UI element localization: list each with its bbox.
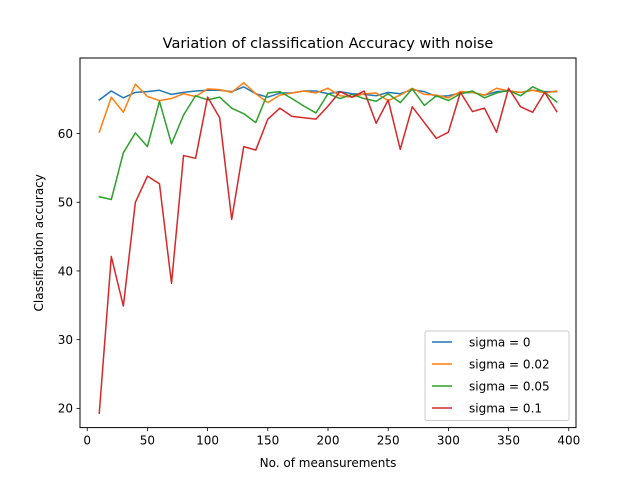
- x-tick-label: 100: [196, 434, 219, 448]
- x-tick-label: 150: [256, 434, 279, 448]
- x-tick-label: 0: [83, 434, 91, 448]
- series-line-3: [98, 87, 558, 414]
- legend-label-1: sigma = 0.02: [469, 357, 550, 371]
- legend-box: [424, 330, 570, 421]
- x-tick-label: 200: [317, 434, 340, 448]
- x-tick-label: 400: [557, 434, 580, 448]
- x-tick-label: 50: [140, 434, 155, 448]
- x-tick-label: 350: [497, 434, 520, 448]
- legend-label-2: sigma = 0.05: [469, 379, 550, 393]
- x-axis: 0 50 100 150 200 250 300 350 400: [83, 427, 580, 448]
- series-line-2: [98, 86, 558, 201]
- chart-title: Variation of classification Accuracy wit…: [163, 36, 494, 52]
- y-tick-label: 20: [58, 402, 73, 416]
- series-line-1: [98, 81, 558, 134]
- x-tick-label: 300: [437, 434, 460, 448]
- y-axis: 20 30 40 50 60: [58, 127, 80, 416]
- x-tick-label: 250: [377, 434, 400, 448]
- legend-label-3: sigma = 0.1: [469, 401, 542, 415]
- legend: sigma = 0 sigma = 0.02 sigma = 0.05 sigma =…: [424, 330, 570, 421]
- x-axis-title: No. of meansurements: [260, 456, 397, 470]
- legend-label-0: sigma = 0: [469, 335, 531, 349]
- y-tick-label: 50: [58, 196, 73, 210]
- y-tick-label: 40: [58, 264, 73, 278]
- y-tick-label: 30: [58, 333, 73, 347]
- y-tick-label: 60: [58, 127, 73, 141]
- y-axis-title: Classification accuracy: [32, 174, 46, 311]
- plot-area: [98, 81, 558, 414]
